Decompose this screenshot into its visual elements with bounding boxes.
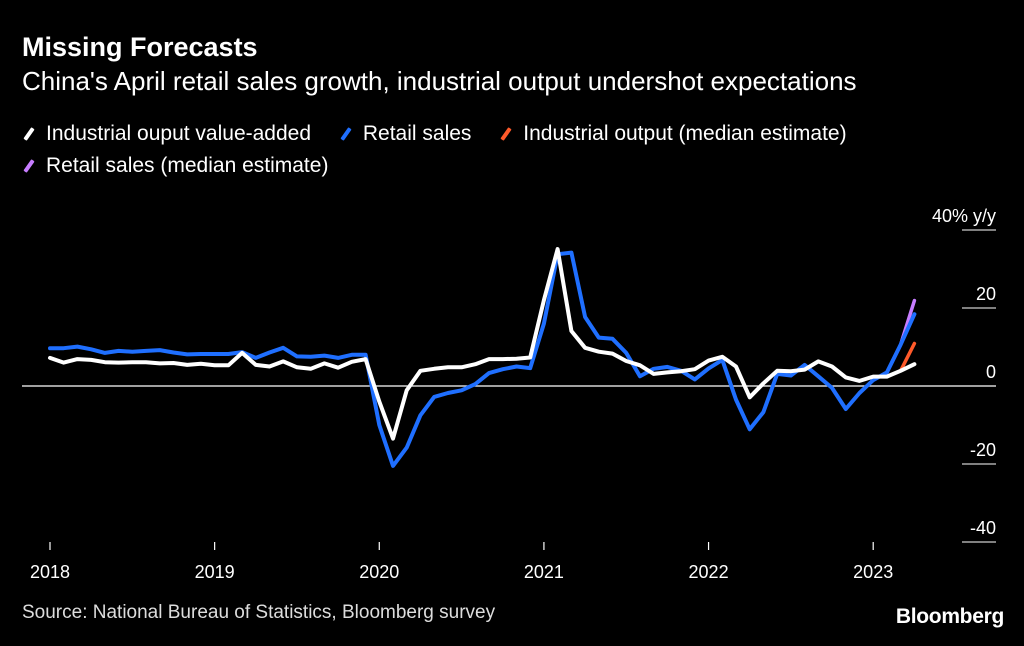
- x-tick-label: 2022: [689, 562, 729, 582]
- source-note: Source: National Bureau of Statistics, B…: [22, 602, 496, 623]
- x-tick-label: 2021: [524, 562, 564, 582]
- legend-label-industrial-output: Industrial ouput value-added: [46, 122, 312, 145]
- legend-label-retail-estimate: Retail sales (median estimate): [46, 154, 329, 177]
- brand-logo: Bloomberg: [895, 605, 1004, 628]
- chart-subtitle: China's April retail sales growth, indus…: [22, 66, 857, 96]
- legend-item-industrial-output: Industrial ouput value-added: [22, 118, 311, 150]
- industrial-output-line: [48, 247, 917, 441]
- x-tick-label: 2019: [195, 562, 235, 582]
- y-tick-label: 0: [986, 362, 996, 382]
- industrial-estimate-line: [898, 341, 917, 373]
- legend-item-industrial-estimate: Industrial output (median estimate): [499, 118, 847, 150]
- chart-title: Missing Forecasts: [22, 32, 258, 62]
- x-tick-label: 2018: [30, 562, 70, 582]
- y-tick-label: -20: [970, 440, 996, 460]
- legend-item-retail-sales: Retail sales: [339, 118, 472, 150]
- legend: Industrial ouput value-added Retail sale…: [22, 118, 1002, 182]
- x-tick-label: 2020: [359, 562, 399, 582]
- retail-sales-line: [48, 250, 917, 468]
- x-tick-label: 2023: [853, 562, 893, 582]
- legend-label-industrial-estimate: Industrial output (median estimate): [523, 122, 847, 145]
- legend-label-retail-sales: Retail sales: [362, 122, 472, 145]
- y-tick-label: -40: [970, 518, 996, 538]
- legend-item-retail-estimate: Retail sales (median estimate): [22, 150, 328, 182]
- y-tick-label: 20: [976, 284, 996, 304]
- y-tick-label: 40% y/y: [932, 206, 996, 226]
